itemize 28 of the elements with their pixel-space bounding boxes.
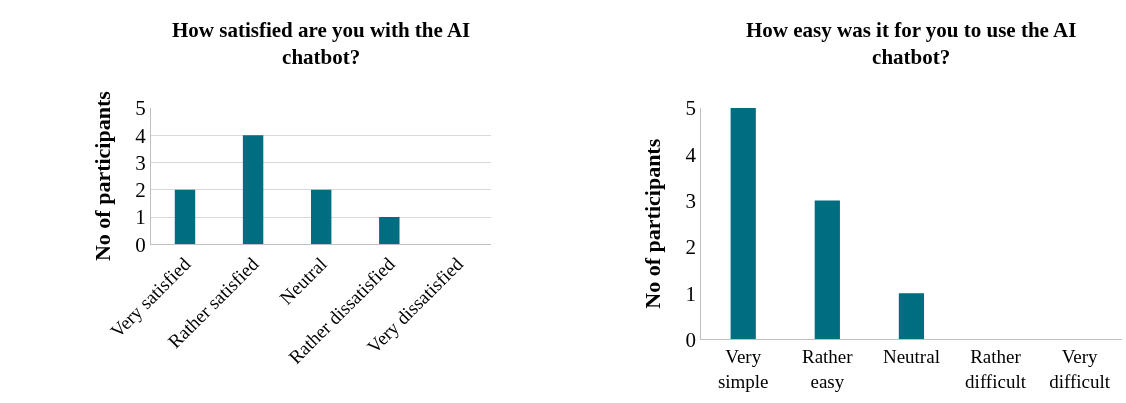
y-tick-label: 3 xyxy=(135,150,146,175)
y-tick-label: 0 xyxy=(135,232,146,257)
bar xyxy=(242,135,264,245)
chart-title: How satisfied are you with the AI chatbot? xyxy=(172,18,471,70)
x-tick-label: Rather easy xyxy=(801,346,854,392)
y-tick-label: 1 xyxy=(135,205,146,230)
bar xyxy=(310,189,332,245)
bar xyxy=(814,200,840,340)
x-tick-label: Very simple xyxy=(717,346,769,392)
bar xyxy=(379,217,400,245)
y-tick-label: 4 xyxy=(135,123,147,148)
y-axis-title: No of participants xyxy=(90,90,116,262)
x-tick-label: Very difficult xyxy=(1049,346,1111,392)
y-tick-label: 5 xyxy=(685,96,696,121)
chart-title: How easy was it for you to use the AI chatbot? xyxy=(746,18,1077,70)
y-tick-label: 2 xyxy=(135,178,146,203)
y-tick-label: 3 xyxy=(685,188,696,213)
bar xyxy=(174,189,196,245)
y-tick-label: 5 xyxy=(135,96,146,121)
y-tick-label: 1 xyxy=(685,281,696,306)
x-tick-label: Rather difficult xyxy=(965,346,1027,392)
y-axis-title: No of participants xyxy=(640,138,666,309)
y-tick-label: 2 xyxy=(685,235,696,260)
bar xyxy=(898,293,925,340)
y-tick-label: 4 xyxy=(685,142,697,167)
y-tick-label: 0 xyxy=(685,327,696,352)
x-tick-label: Neutral xyxy=(882,346,940,368)
bar xyxy=(730,107,756,340)
